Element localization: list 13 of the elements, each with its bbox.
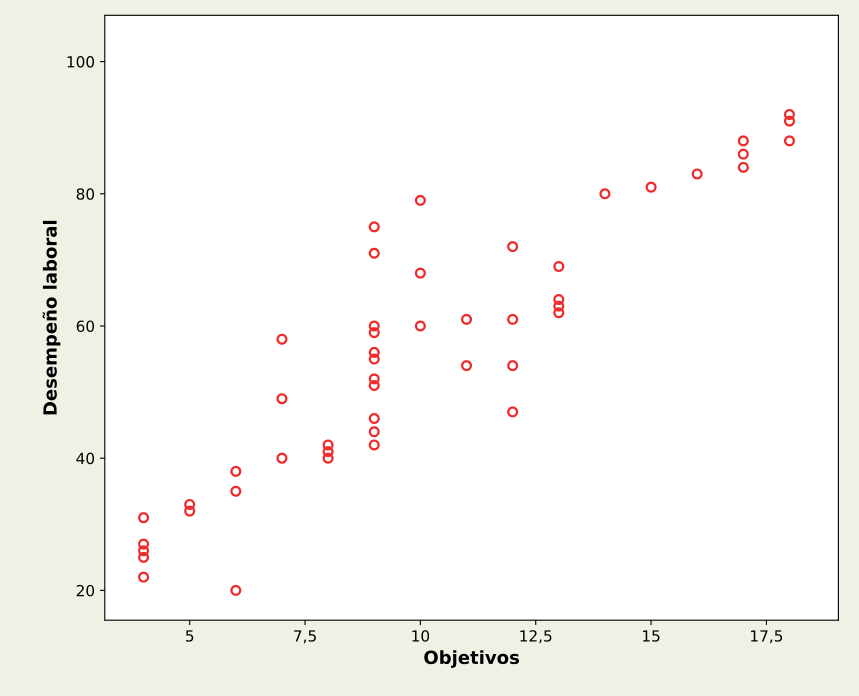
y-tick-label: 80 — [76, 188, 94, 200]
y-tick-label: 20 — [76, 584, 94, 596]
y-tick-label: 60 — [76, 320, 94, 332]
x-tick-label: 5 — [186, 630, 194, 642]
y-tick-label: 40 — [76, 452, 94, 464]
x-tick-label: 12,5 — [520, 630, 552, 644]
x-tick-label: 17,5 — [751, 630, 782, 644]
x-tick-label: 15 — [643, 630, 660, 642]
y-tick-label: 100 — [68, 56, 94, 68]
x-tick-label: 10 — [412, 630, 430, 642]
x-axis-title: Objetivos — [424, 650, 519, 668]
x-tick-label: 7,5 — [294, 630, 316, 644]
y-axis-title: Desempeño laboral — [42, 220, 60, 414]
